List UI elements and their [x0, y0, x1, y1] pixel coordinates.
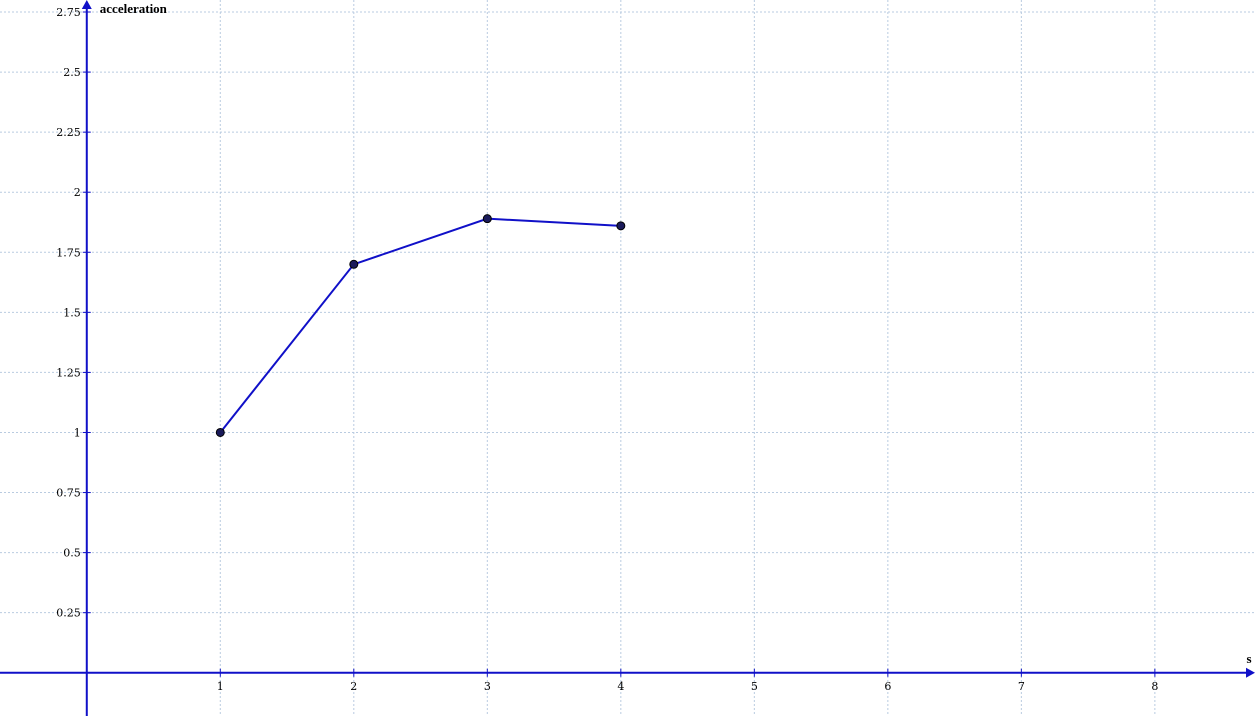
ticks: 1 2 3 4 5 6 7 8 0.25 0.5 0.75 1 1.25 1.5 1.75 2 2.25 2.5 2… [56, 6, 1158, 693]
y-axis-arrow-icon [81, 0, 92, 9]
y-tick-label: 1.25 [56, 366, 81, 379]
x-axis-title: s [1246, 651, 1251, 666]
y-tick-label: 2.25 [56, 126, 81, 139]
y-tick-label: 0.5 [63, 547, 81, 560]
y-tick-label: 1 [74, 426, 81, 439]
x-tick-label: 7 [1018, 680, 1025, 693]
data-point [616, 221, 626, 231]
y-tick-label: 1.75 [56, 246, 81, 259]
y-tick-label: 0.25 [56, 607, 81, 620]
y-tick-label: 0.75 [56, 487, 81, 500]
x-tick-label: 5 [751, 680, 758, 693]
x-tick-label: 4 [617, 680, 624, 693]
x-tick-label: 2 [350, 680, 357, 693]
x-tick-label: 1 [217, 680, 224, 693]
series-line [219, 217, 621, 434]
x-tick-label: 8 [1151, 680, 1158, 693]
data-point [482, 214, 492, 224]
x-tick-label: 6 [884, 680, 891, 693]
y-axis-title: acceleration [100, 1, 168, 16]
y-tick-label: 2 [74, 186, 81, 199]
x-tick-label: 3 [484, 680, 491, 693]
y-tick-label: 2.75 [56, 6, 81, 19]
y-tick-label: 1.5 [63, 306, 81, 319]
data-point [349, 259, 359, 269]
y-tick-label: 2.5 [63, 66, 81, 79]
x-axis-arrow-icon [1246, 667, 1255, 678]
series [215, 214, 626, 437]
data-point [215, 427, 225, 437]
